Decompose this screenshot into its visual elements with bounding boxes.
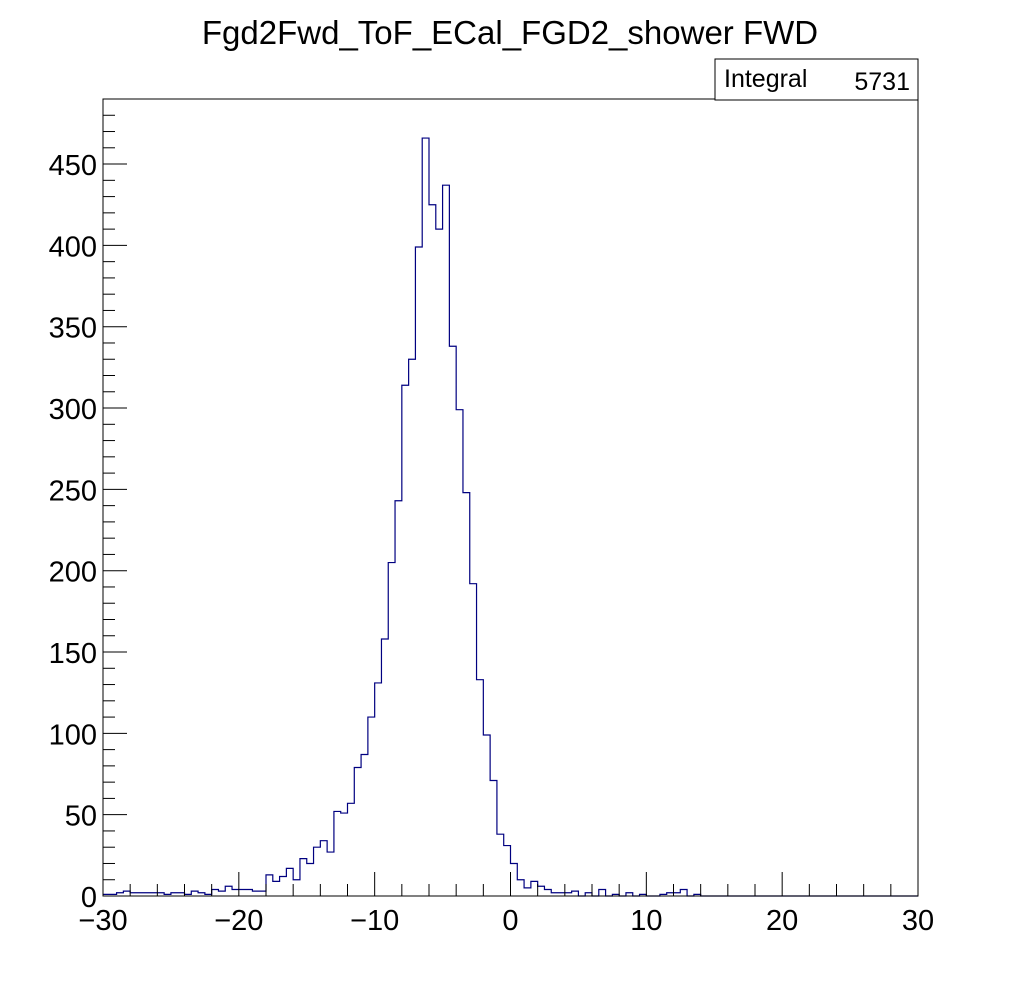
stats-value: 5731 xyxy=(854,68,910,96)
histogram-series xyxy=(103,137,918,897)
y-tick-label: 400 xyxy=(49,231,97,263)
x-tick-label: 10 xyxy=(630,905,662,937)
y-tick-label: 350 xyxy=(49,313,97,345)
x-tick-label: 30 xyxy=(902,905,934,937)
chart-title: Fgd2Fwd_ToF_ECal_FGD2_shower FWD xyxy=(202,14,818,51)
stats-box-frame xyxy=(714,58,919,101)
y-tick-label: 300 xyxy=(49,394,97,426)
plot-frame xyxy=(102,98,919,897)
x-tick-label: −30 xyxy=(78,905,127,937)
x-tick-label: −10 xyxy=(350,905,399,937)
x-tick-label: 0 xyxy=(502,905,518,937)
stats-label: Integral xyxy=(724,65,807,93)
x-tick-label: 20 xyxy=(766,905,798,937)
plot-area: −30 −20 −10 0 10 20 30050100150200250300350400… xyxy=(49,98,934,937)
y-tick-label: 250 xyxy=(49,475,97,507)
y-tick-label: 200 xyxy=(49,557,97,589)
x-tick-label: −20 xyxy=(214,905,263,937)
y-tick-label: 50 xyxy=(65,801,97,833)
y-tick-label: 100 xyxy=(49,719,97,751)
y-tick-label: 150 xyxy=(49,638,97,670)
y-tick-label: 450 xyxy=(49,150,97,182)
y-tick-label: 0 xyxy=(81,882,97,914)
stats-box: Integral 5731 xyxy=(714,58,919,101)
